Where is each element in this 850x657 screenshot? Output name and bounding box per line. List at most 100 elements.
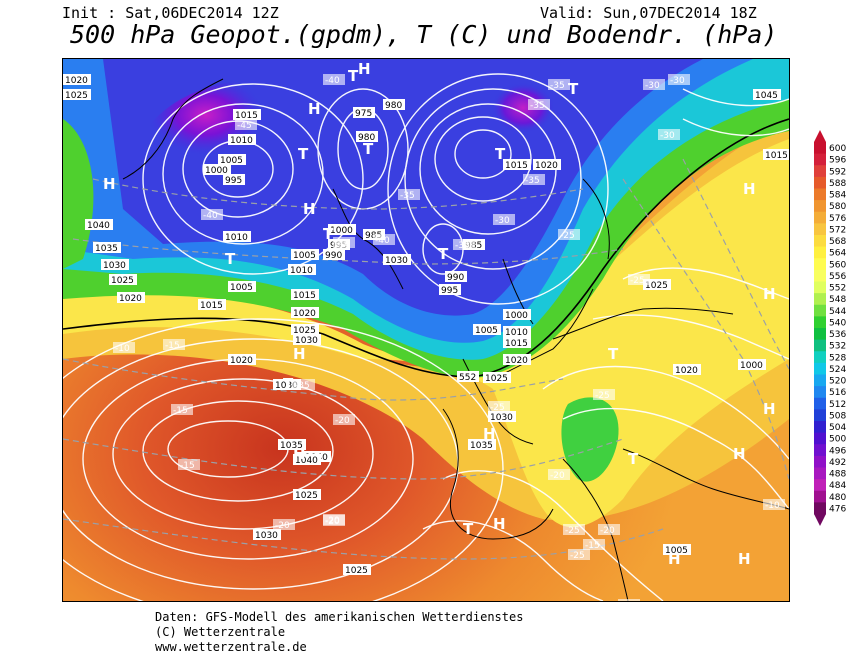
temp-label: -15 xyxy=(585,541,600,551)
pressure-label-bg xyxy=(328,224,356,235)
pressure-label-bg xyxy=(293,489,321,500)
legend-label: 492 xyxy=(829,458,846,468)
legend-label: 500 xyxy=(829,435,846,445)
legend-swatch xyxy=(814,293,826,306)
legend-label: 520 xyxy=(829,377,846,387)
temp-label: -40 xyxy=(335,239,350,249)
pressure-label-bg xyxy=(439,284,461,295)
legend-label: 504 xyxy=(829,423,846,433)
temp-label: -25 xyxy=(595,391,610,401)
pressure-label: 1010 xyxy=(230,136,253,146)
pressure-label: 1025 xyxy=(485,374,508,384)
green-west xyxy=(63,119,94,269)
temp-label-bg xyxy=(568,549,590,560)
temp-label: -20 xyxy=(600,526,615,536)
temp-label: -15 xyxy=(180,461,195,471)
temp-label-bg xyxy=(273,519,295,530)
legend-label: 572 xyxy=(829,225,846,235)
temp-label: -35 xyxy=(525,176,540,186)
temp-label-bg xyxy=(493,214,515,225)
legend-swatch xyxy=(814,490,826,503)
legend-swatch xyxy=(814,328,826,341)
legend-swatch xyxy=(814,316,826,329)
pressure-label-bg xyxy=(503,354,531,365)
temp-label: -30 xyxy=(495,216,510,226)
pressure-label-bg xyxy=(673,364,701,375)
legend-swatch xyxy=(814,211,826,224)
pressure-label-bg xyxy=(109,274,137,285)
pressure-label: 1025 xyxy=(345,566,368,576)
temp-label: -30 xyxy=(660,131,675,141)
init-time: Init : Sat,06DEC2014 12Z xyxy=(62,4,279,22)
low-pressure-marker: T xyxy=(568,80,579,98)
temp-label: -25 xyxy=(630,276,645,286)
pressure-label-bg xyxy=(503,159,531,170)
footer-copyright: (C) Wetterzentrale xyxy=(155,625,286,639)
map-title: 500 hPa Geopot.(gpdm), T (C) und Bodendr… xyxy=(70,20,778,49)
pressure-label-bg xyxy=(203,164,231,175)
legend-swatch xyxy=(814,165,826,178)
pressure-label: 1030 xyxy=(490,413,513,423)
low-pressure-marker: T xyxy=(438,245,449,263)
high-pressure-marker: H xyxy=(293,345,306,363)
pressure-label: 1005 xyxy=(220,156,243,166)
temp-label-bg xyxy=(488,401,510,412)
temp-label: -35 xyxy=(295,381,310,391)
low-pressure-marker: T xyxy=(323,225,334,243)
temp-label-bg xyxy=(668,74,690,85)
pressure-label-bg xyxy=(383,254,411,265)
pressure-label: 1025 xyxy=(645,281,668,291)
temp-label: -20 xyxy=(335,416,350,426)
legend-swatch xyxy=(814,421,826,434)
high-pressure-marker: H xyxy=(293,445,306,463)
pressure-label: 1030 xyxy=(385,256,408,266)
legend-label: 488 xyxy=(829,470,846,480)
legend-label: 596 xyxy=(829,156,846,166)
temp-label-bg xyxy=(558,229,580,240)
pressure-label-bg xyxy=(753,89,781,100)
valid-time: Valid: Sun,07DEC2014 18Z xyxy=(540,4,757,22)
pressure-label: 1015 xyxy=(505,339,528,349)
legend-swatch xyxy=(814,362,826,375)
pressure-label-bg xyxy=(278,439,306,450)
high-pressure-marker: H xyxy=(743,180,756,198)
temp-label-bg xyxy=(323,74,345,85)
legend-swatch xyxy=(814,258,826,271)
legend-label: 568 xyxy=(829,237,846,247)
legend-label: 512 xyxy=(829,400,846,410)
pressure-label: 1035 xyxy=(95,244,118,254)
pressure-label-bg xyxy=(738,359,766,370)
pressure-label-bg xyxy=(503,337,531,348)
legend-label: 588 xyxy=(829,179,846,189)
pressure-label-bg xyxy=(383,99,405,110)
pressure-label: 1025 xyxy=(111,276,134,286)
high-pressure-marker: H xyxy=(483,425,496,443)
pressure-label: 1030 xyxy=(295,336,318,346)
pressure-label-bg xyxy=(293,334,321,345)
legend-label: 508 xyxy=(829,411,846,421)
pressure-label: 1015 xyxy=(765,151,788,161)
pressure-label: 1000 xyxy=(205,166,228,176)
pressure-label-bg xyxy=(253,529,281,540)
pressure-label: 1025 xyxy=(293,326,316,336)
legend-label: 476 xyxy=(829,504,846,514)
pressure-label-bg xyxy=(233,109,261,120)
pressure-label: 1025 xyxy=(65,91,88,101)
low-pressure-marker: T xyxy=(348,67,359,85)
pressure-label-bg xyxy=(93,242,121,253)
temp-label-bg xyxy=(113,342,135,353)
temp-label-bg xyxy=(201,209,223,220)
temp-label-bg xyxy=(583,539,605,550)
weather-map: 1020 1025 1040 1035 1030 1025 1020 1015 1010 1005… xyxy=(62,58,790,602)
pressure-label-bg xyxy=(663,544,691,555)
pressure-label-bg xyxy=(218,154,246,165)
high-pressure-marker: H xyxy=(103,175,116,193)
temp-label-bg xyxy=(398,189,420,200)
pressure-label-bg xyxy=(293,454,321,465)
temp-label-bg xyxy=(523,174,545,185)
legend-arrow-bottom xyxy=(814,514,826,526)
temp-label-bg xyxy=(323,514,345,525)
temp-label: -35 xyxy=(400,191,415,201)
footer-url: www.wetterzentrale.de xyxy=(155,640,307,654)
